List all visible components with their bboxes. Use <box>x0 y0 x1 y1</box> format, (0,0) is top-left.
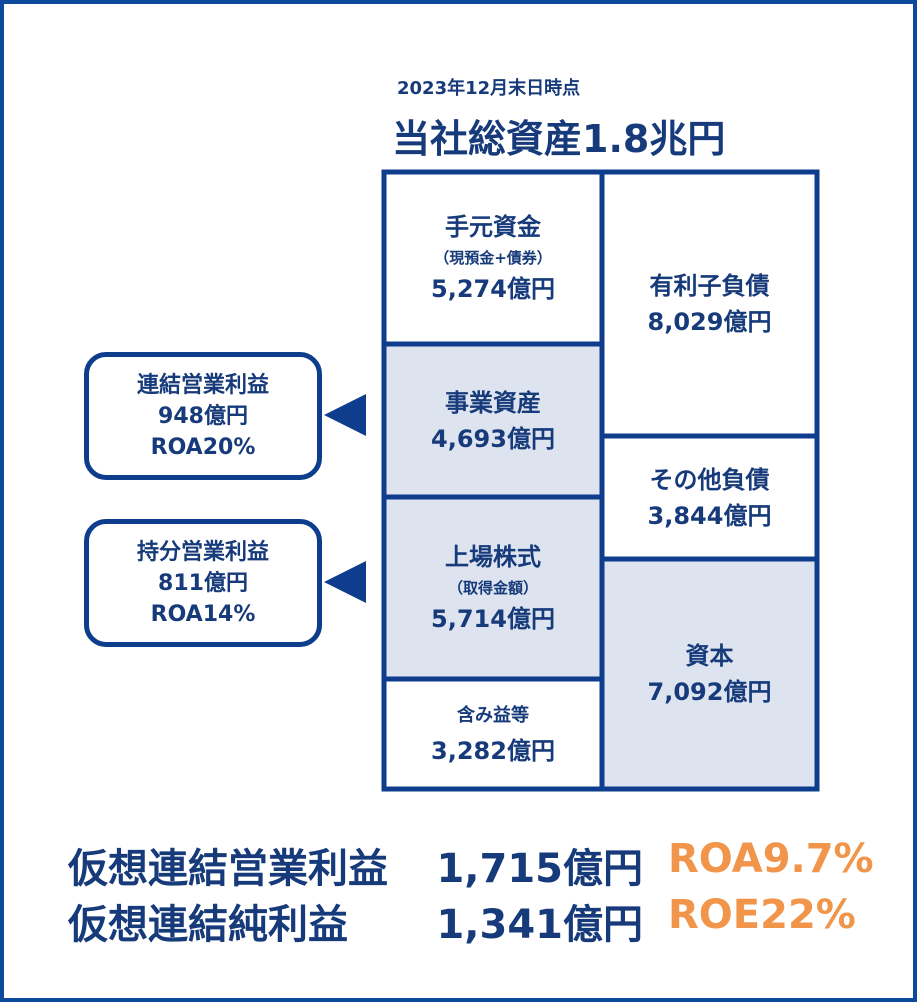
summary-ratio: ROA9.7% <box>668 836 874 882</box>
value: 8,029億円 <box>647 308 772 336</box>
value: 811億円 <box>158 570 248 596</box>
arrow <box>324 394 366 436</box>
asset-cell: 事業資産 4,693億円 <box>384 344 602 497</box>
arrow <box>324 561 366 603</box>
asset-cell: 手元資金 （現預金+債券） 5,274億円 <box>384 172 602 344</box>
value: 948億円 <box>158 403 248 429</box>
summary-value: 1,715億円 <box>436 846 643 892</box>
label: 資本 <box>685 642 734 670</box>
value: 5,274億円 <box>431 275 555 303</box>
value: 7,092億円 <box>647 678 772 706</box>
asset-cell: 上場株式 （取得金額） 5,714億円 <box>384 497 602 679</box>
asset-fill <box>384 344 602 679</box>
frame <box>324 169 820 792</box>
summary-value: 1,341億円 <box>436 902 643 948</box>
label: 有利子負債 <box>649 272 770 300</box>
value: 3,282億円 <box>431 737 555 765</box>
label: 持分営業利益 <box>136 539 269 565</box>
label: 上場株式 <box>445 543 541 571</box>
sublabel: （現預金+債券） <box>434 249 552 267</box>
label: その他負債 <box>649 465 770 494</box>
value: 5,714億円 <box>431 605 555 633</box>
ratio: ROA14% <box>150 601 256 627</box>
label: 手元資金 <box>445 213 541 241</box>
callout: 連結営業利益 948億円 ROA20% <box>84 352 322 480</box>
label: 事業資産 <box>445 388 541 417</box>
value: 3,844億円 <box>647 501 772 530</box>
liability-cell: その他負債 3,844億円 <box>602 436 817 559</box>
sublabel: （取得金額） <box>447 579 538 597</box>
date: 2023年12月末日時点 <box>397 78 581 99</box>
summary-ratio: ROE22% <box>668 892 856 938</box>
asset-cell: 含み益等 3,282億円 <box>384 679 602 789</box>
capital-fill <box>602 559 817 789</box>
summary-label: 仮想連結営業利益 <box>68 846 388 892</box>
liability-cell: 資本 7,092億円 <box>602 559 817 789</box>
callout: 持分営業利益 811億円 ROA14% <box>84 519 322 647</box>
label: 含み益等 <box>457 705 529 726</box>
label: 連結営業利益 <box>136 372 269 398</box>
value: 4,693億円 <box>431 424 555 453</box>
summary-label: 仮想連結純利益 <box>68 902 348 948</box>
title: 当社総資産1.8兆円 <box>392 117 726 161</box>
liability-cell: 有利子負債 8,029億円 <box>602 172 817 436</box>
ratio: ROA20% <box>150 434 256 460</box>
